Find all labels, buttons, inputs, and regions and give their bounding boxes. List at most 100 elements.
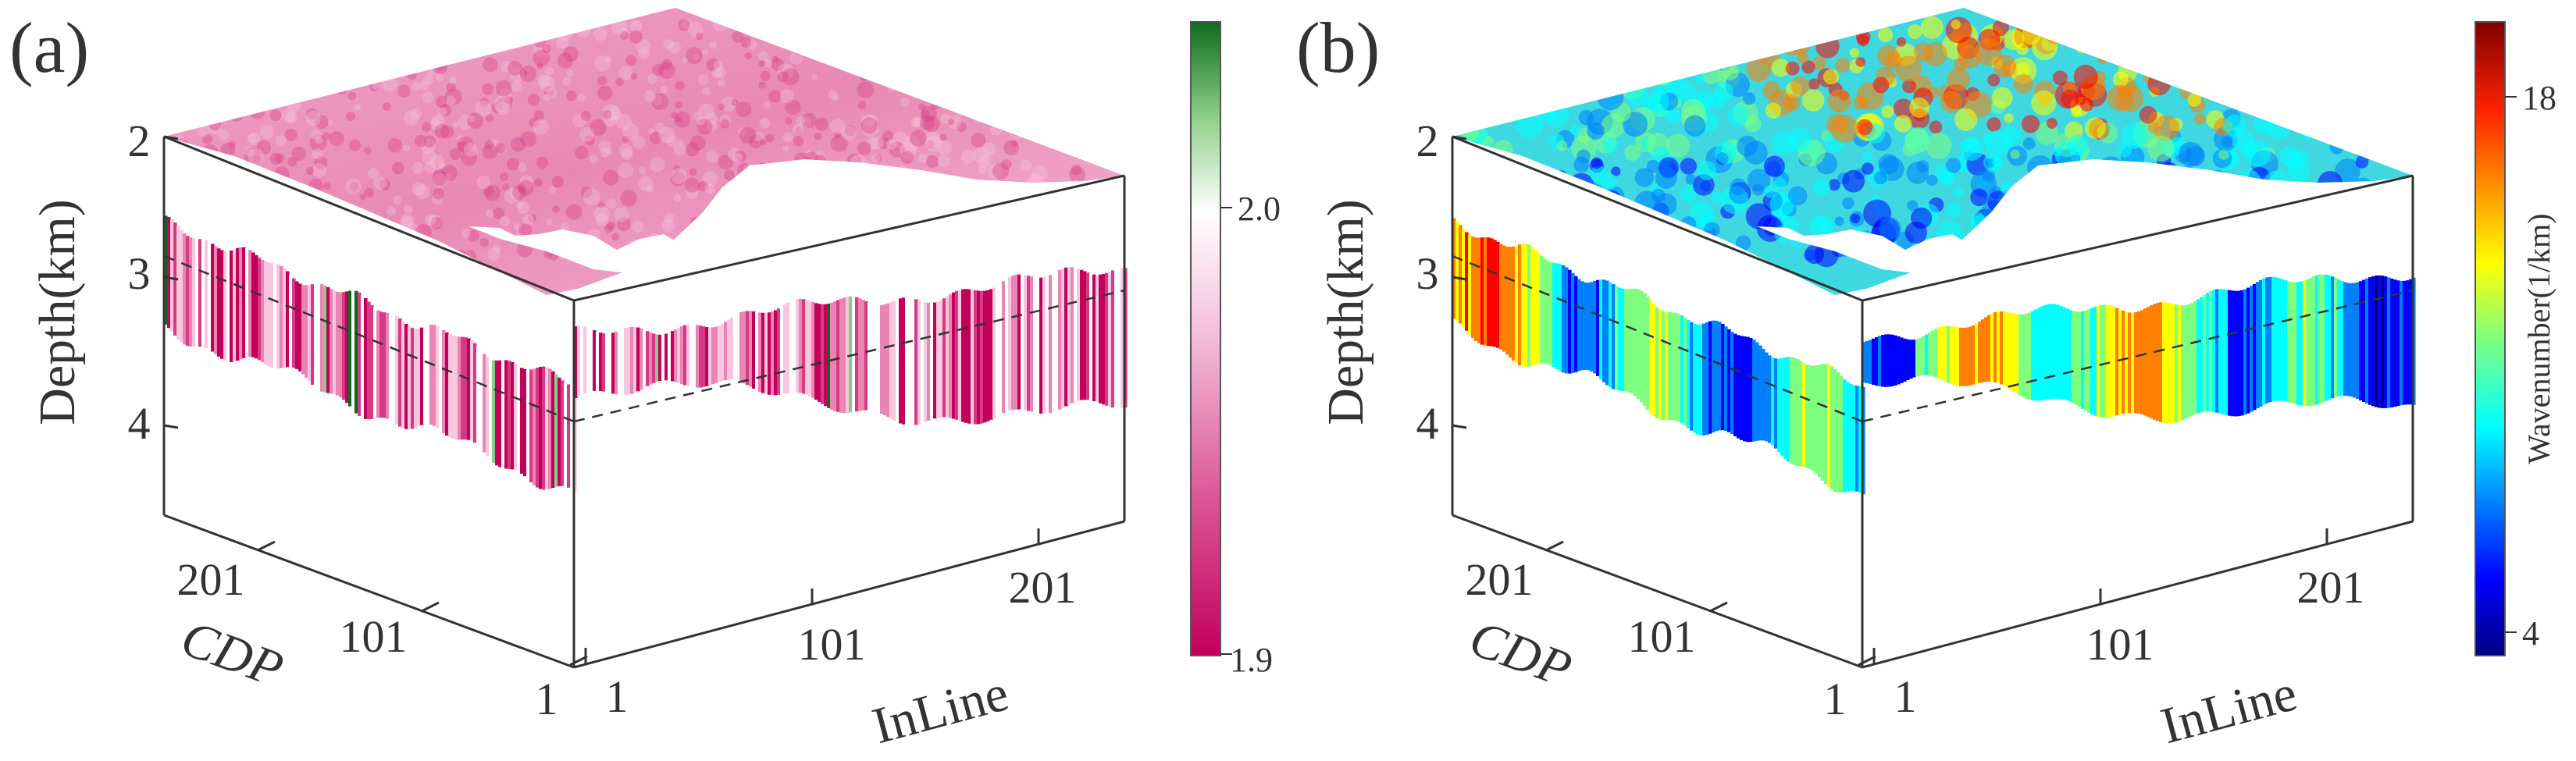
top-blob [2334,236,2353,255]
panel-a-label: (a) [9,8,89,87]
top-speckle [956,234,966,245]
top-speckle [841,36,852,47]
top-speckle [724,212,736,223]
top-blob [2241,55,2261,75]
top-speckle [706,58,720,72]
top-speckle [736,101,752,118]
top-speckle [850,251,863,264]
top-speckle [663,39,674,50]
top-blob [1666,133,1691,158]
slice-trace [1537,252,1541,364]
top-speckle [864,37,872,45]
slice-trace [1099,274,1103,404]
top-blob [1623,69,1641,87]
top-speckle [697,119,713,135]
slice-trace [1067,267,1071,405]
top-speckle [381,75,398,92]
top-speckle [668,41,681,54]
slice-trace [946,296,950,418]
slice-trace [1499,244,1503,350]
slice-trace [743,311,746,384]
top-speckle [482,83,494,96]
top-speckle [422,18,438,34]
slice-trace [952,292,956,419]
slice-trace [1818,364,1822,478]
slice-trace [980,290,984,424]
top-blob [2147,135,2175,162]
top-blob [1573,156,1590,172]
top-blob [2157,56,2171,69]
top-speckle [1053,48,1066,61]
top-blob [2161,215,2172,226]
top-blob [1904,221,1928,244]
slice-trace [220,250,224,359]
top-blob [2340,62,2369,91]
top-speckle [487,247,501,261]
slice-trace [1978,322,1982,383]
top-speckle [233,35,244,47]
top-speckle [463,142,478,157]
top-speckle [721,96,736,112]
top-blob [2253,112,2275,135]
top-speckle [208,74,222,87]
top-blob [2161,217,2181,236]
top-speckle [443,173,452,182]
top-blob [1872,76,1890,94]
slice-trace [2368,277,2372,405]
top-speckle [511,81,522,92]
top-speckle [244,146,255,157]
slice-trace [1487,237,1491,347]
slice-trace [1687,320,1691,429]
top-speckle [923,116,940,133]
top-speckle [606,198,617,209]
slice-trace [370,304,374,419]
top-speckle [510,137,526,152]
top-speckle [1001,159,1012,170]
top-blob [1578,109,1594,126]
slice-trace [1852,385,1856,492]
top-speckle [414,135,427,148]
top-speckle [435,73,444,82]
top-speckle [721,203,738,221]
slice-trace [893,300,896,421]
top-blob [2308,30,2328,49]
slice-trace [1117,268,1121,408]
slice-trace [1484,236,1488,346]
slice-trace [367,301,371,420]
slice-trace [849,296,853,413]
slice-trace [2234,290,2238,417]
slice-trace [2390,278,2394,407]
top-speckle [720,193,736,208]
top-speckle [1019,33,1029,42]
slice-trace [2140,310,2144,414]
top-speckle [756,162,769,176]
slice-trace [799,298,803,393]
top-speckle [202,133,213,144]
top-blob [1771,40,1783,52]
top-speckle [979,235,986,242]
slice-trace [2103,304,2107,418]
slice-trace [1858,386,1862,493]
slice-trace [308,285,312,382]
panel-b-cdp-tick: 101 [1628,611,1696,662]
top-blob [2240,65,2259,84]
panel-b-cdp-tick: 201 [1466,554,1534,605]
top-speckle [228,140,237,148]
slice-trace [830,302,834,410]
top-speckle [1060,233,1073,246]
top-speckle [706,209,721,226]
panel-b-top-cutout [1757,226,1999,275]
top-blob [1878,154,1899,175]
top-speckle [597,85,613,101]
slice-trace [376,310,380,418]
slice-trace [2312,276,2316,406]
top-blob [1629,62,1647,80]
top-blob [1646,159,1660,173]
slice-trace [627,327,631,395]
top-speckle [749,217,757,226]
slice-trace [295,281,299,369]
top-speckle [632,220,644,233]
slice-trace [442,329,446,433]
top-speckle [248,132,261,145]
top-speckle [829,118,846,134]
